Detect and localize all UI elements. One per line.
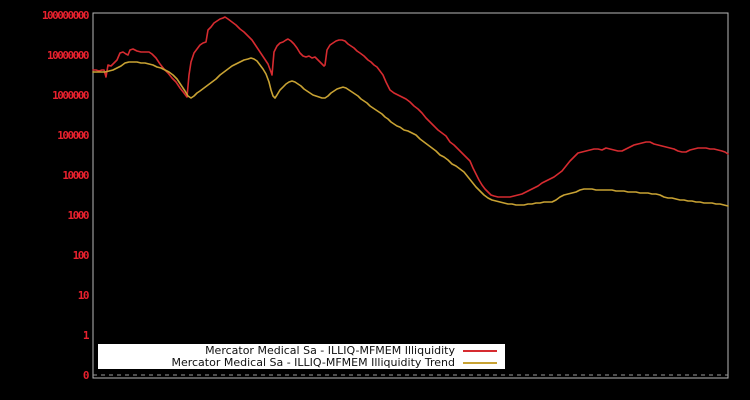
legend-line-swatch-red (463, 349, 497, 352)
y-tick-label: 100 (73, 249, 89, 262)
y-tick-label: 100000000 (42, 9, 89, 22)
legend-line-swatch-yellow (463, 361, 497, 364)
y-tick-label: 10000 (62, 169, 88, 182)
plot-border (92, 12, 729, 379)
legend-label-illiquidity-trend: Mercator Medical Sa - ILLIQ-MFMEM Illiqu… (171, 355, 455, 369)
y-tick-label: 10000000 (47, 49, 89, 62)
y-tick-label: 1 (83, 329, 90, 342)
chart-legend: Mercator Medical Sa - ILLIQ-MFMEM Illiqu… (98, 344, 505, 369)
legend-label-illiquidity: Mercator Medical Sa - ILLIQ-MFMEM Illiqu… (205, 343, 455, 357)
y-tick-label: 1000000 (52, 89, 89, 102)
legend-item-illiquidity: Mercator Medical Sa - ILLIQ-MFMEM Illiqu… (98, 343, 497, 357)
series-line-illiquidity-trend (92, 57, 729, 207)
y-tick-label: 0 (83, 369, 89, 382)
series-line-illiquidity (92, 16, 729, 198)
y-tick-label: 1000 (68, 209, 89, 222)
legend-item-illiquidity-trend: Mercator Medical Sa - ILLIQ-MFMEM Illiqu… (98, 355, 497, 369)
y-tick-label: 10 (78, 289, 89, 302)
y-tick-label: 100000 (57, 129, 89, 142)
